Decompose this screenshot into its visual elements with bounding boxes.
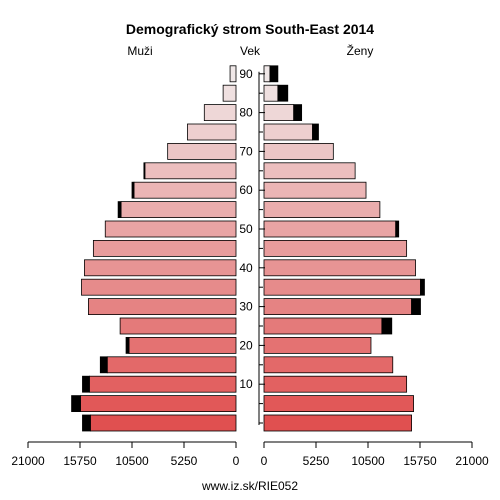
male-label: Muži — [127, 44, 152, 58]
female-excess-30-34 — [411, 298, 421, 316]
female-bar-70-74 — [263, 142, 334, 160]
female-bar-35-39 — [263, 278, 421, 296]
female-x-tick-label: 5250 — [303, 454, 330, 468]
male-bar-20-24 — [128, 336, 237, 354]
female-excess-85-89 — [277, 84, 289, 102]
female-x-axis: 21000 15750 10500 5250 0 — [261, 441, 489, 468]
male-excess-55-59 — [117, 201, 122, 219]
female-bar-5-9 — [263, 395, 414, 413]
male-excess-15-19 — [99, 356, 108, 374]
female-bars — [263, 65, 425, 432]
female-x-tick-label: 0 — [261, 454, 268, 468]
female-x-tick-label: 21000 — [455, 454, 489, 468]
male-excess-65-69 — [143, 162, 146, 180]
female-bar-30-34 — [263, 298, 412, 316]
male-bar-30-34 — [88, 298, 237, 316]
age-tick-label: 90 — [239, 67, 253, 81]
male-x-tick-label: 15750 — [63, 454, 97, 468]
male-excess-60-64 — [131, 181, 135, 199]
male-x-tick-label: 0 — [233, 454, 240, 468]
male-bar-15-19 — [106, 356, 237, 374]
male-bar-55-59 — [120, 201, 237, 219]
age-tick-label: 60 — [239, 183, 253, 197]
source-label: www.iz.sk/RIE052 — [201, 479, 298, 493]
female-label: Ženy — [347, 43, 374, 58]
female-excess-75-79 — [312, 123, 319, 141]
male-excess-20-24 — [125, 336, 130, 354]
female-x-tick-label: 15750 — [403, 454, 437, 468]
male-excess-0-4 — [82, 414, 91, 432]
male-bar-50-54 — [104, 220, 237, 238]
age-tick-label: 10 — [239, 377, 253, 391]
female-bar-40-44 — [263, 259, 416, 277]
female-bar-25-29 — [263, 317, 383, 335]
male-x-axis: 21000 15750 10500 5250 0 — [11, 441, 240, 468]
male-bar-0-4 — [90, 414, 237, 432]
male-x-tick-label: 5250 — [171, 454, 198, 468]
female-bar-65-69 — [263, 162, 356, 180]
age-tick-label: 30 — [239, 300, 253, 314]
male-bar-40-44 — [84, 259, 237, 277]
age-tick-label: 80 — [239, 106, 253, 120]
male-bar-90+ — [229, 65, 237, 83]
female-bar-80-84 — [263, 104, 295, 121]
female-bar-15-19 — [263, 356, 394, 374]
female-bar-50-54 — [263, 220, 397, 238]
age-tick-label: 40 — [239, 261, 253, 275]
male-bar-75-79 — [187, 123, 237, 141]
male-bar-65-69 — [144, 162, 237, 180]
female-excess-50-54 — [395, 220, 400, 238]
age-tick-label: 20 — [239, 338, 253, 352]
female-bar-45-49 — [263, 239, 408, 257]
male-bars — [71, 65, 237, 432]
male-bar-85-89 — [222, 84, 237, 102]
male-excess-10-14 — [82, 375, 90, 393]
female-bar-20-24 — [263, 336, 372, 354]
male-bar-60-64 — [133, 181, 237, 199]
male-bar-25-29 — [119, 317, 237, 335]
female-bar-60-64 — [263, 181, 367, 199]
female-excess-80-84 — [293, 104, 303, 121]
female-bar-0-4 — [263, 414, 412, 432]
male-bar-10-14 — [89, 375, 237, 393]
female-bar-85-89 — [263, 84, 279, 102]
chart-title: Demografický strom South-East 2014 — [126, 21, 374, 37]
male-x-tick-label: 21000 — [11, 454, 45, 468]
female-bar-10-14 — [263, 375, 408, 393]
female-bar-75-79 — [263, 123, 313, 141]
female-bar-55-59 — [263, 201, 381, 219]
age-tick-label: 50 — [239, 222, 253, 236]
male-excess-5-9 — [71, 395, 81, 413]
female-x-tick-label: 10500 — [351, 454, 385, 468]
male-bar-5-9 — [80, 395, 237, 413]
male-bar-45-49 — [92, 239, 237, 257]
age-label: Vek — [240, 44, 261, 58]
female-excess-35-39 — [420, 278, 425, 296]
male-bar-70-74 — [167, 142, 237, 160]
male-x-tick-label: 10500 — [115, 454, 149, 468]
age-axis: 10 20 30 40 50 60 70 80 90 — [239, 67, 265, 425]
age-tick-label: 70 — [239, 144, 253, 158]
male-bar-35-39 — [81, 278, 237, 296]
male-bar-80-84 — [203, 104, 237, 121]
female-excess-90+ — [269, 65, 279, 83]
female-excess-25-29 — [381, 317, 393, 335]
